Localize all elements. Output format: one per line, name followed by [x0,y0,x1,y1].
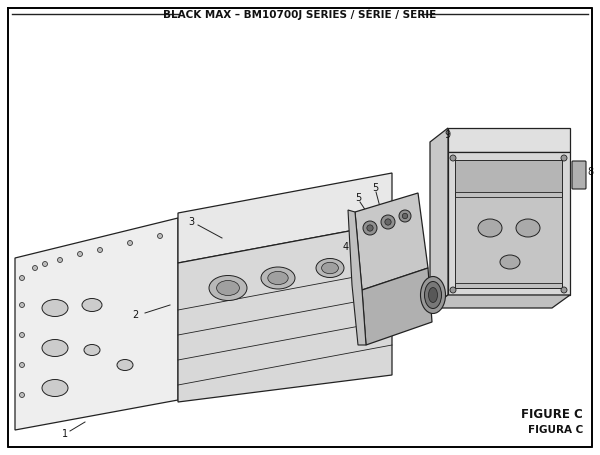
Text: 8: 8 [587,167,593,177]
Text: 2: 2 [132,310,138,320]
Polygon shape [178,173,392,263]
Polygon shape [430,295,570,308]
Circle shape [450,287,456,293]
Ellipse shape [357,254,379,269]
Ellipse shape [478,219,502,237]
Ellipse shape [316,258,344,278]
Polygon shape [455,160,562,288]
Text: BLACK MAX – BM10700J SERIES / SÉRIE / SERIE: BLACK MAX – BM10700J SERIES / SÉRIE / SE… [163,8,437,20]
Text: 4: 4 [343,242,349,252]
Ellipse shape [42,379,68,396]
Polygon shape [15,218,178,430]
FancyBboxPatch shape [572,161,586,189]
Circle shape [32,266,37,271]
Text: 3: 3 [188,217,194,227]
Circle shape [385,219,391,225]
Ellipse shape [516,219,540,237]
Circle shape [450,155,456,161]
Polygon shape [178,223,392,402]
Polygon shape [430,128,448,308]
Ellipse shape [500,255,520,269]
Text: 9: 9 [444,130,450,140]
Polygon shape [455,160,562,192]
Circle shape [561,155,567,161]
Circle shape [128,241,133,246]
Ellipse shape [82,298,102,312]
Text: FIGURE C: FIGURE C [521,409,583,421]
Circle shape [97,248,103,253]
Circle shape [157,233,163,238]
Ellipse shape [209,275,247,300]
Polygon shape [448,152,570,295]
Ellipse shape [117,359,133,370]
Ellipse shape [217,280,239,295]
Ellipse shape [42,299,68,317]
Ellipse shape [261,267,295,289]
Circle shape [363,221,377,235]
Polygon shape [348,210,366,345]
Circle shape [19,393,25,398]
Circle shape [19,275,25,280]
Ellipse shape [322,262,338,274]
Ellipse shape [84,344,100,355]
Text: 5: 5 [355,193,361,203]
Polygon shape [355,193,428,290]
Polygon shape [362,268,432,345]
Circle shape [19,333,25,338]
Circle shape [19,363,25,368]
Circle shape [77,252,83,257]
Ellipse shape [428,288,437,303]
Circle shape [561,287,567,293]
Text: FIGURA C: FIGURA C [528,425,583,435]
Circle shape [399,210,411,222]
Text: 6: 6 [352,293,358,303]
Circle shape [43,262,47,267]
Text: 5: 5 [372,183,378,193]
Circle shape [403,213,408,219]
Text: 1: 1 [62,429,68,439]
Polygon shape [448,128,570,152]
Ellipse shape [268,271,288,284]
Ellipse shape [361,258,374,267]
Ellipse shape [42,339,68,357]
Ellipse shape [421,277,445,313]
Polygon shape [455,197,562,283]
Circle shape [367,225,373,231]
Circle shape [19,303,25,308]
Circle shape [381,215,395,229]
Ellipse shape [425,282,442,308]
Text: 7: 7 [448,291,454,301]
Circle shape [58,258,62,263]
